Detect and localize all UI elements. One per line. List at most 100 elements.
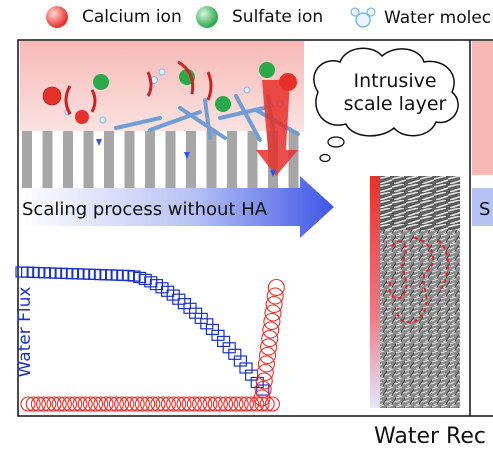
water-flux-chart: [15, 266, 285, 412]
scale-marker: [30, 396, 46, 412]
membrane-pore-wall: [186, 131, 196, 188]
scale-marker: [254, 380, 272, 399]
scale-marker: [160, 396, 176, 412]
scale-marker: [197, 396, 213, 412]
panel-frame: [17, 39, 471, 417]
membrane: [20, 131, 304, 188]
scale-marker: [155, 396, 171, 412]
scale-marker: [145, 396, 161, 412]
scale-marker: [124, 396, 140, 412]
scale-marker: [202, 396, 218, 412]
calcium-ion: [42, 86, 62, 106]
membrane-pore-wall: [83, 131, 94, 188]
feed-solution-region: [20, 41, 304, 131]
scale-marker: [56, 396, 72, 412]
membrane-pore-wall: [42, 131, 53, 188]
scale-marker: [129, 396, 145, 412]
scale-marker: [119, 396, 135, 412]
scale-marker: [262, 321, 280, 339]
scale-marker: [267, 278, 285, 297]
scale-marker: [108, 396, 124, 412]
sulfate-ion: [259, 62, 275, 78]
scale-marker: [67, 396, 83, 412]
process-arrow: [20, 176, 334, 238]
membrane-pore-wall: [63, 131, 73, 188]
y-axis-label: Water Flux: [15, 286, 35, 378]
scale-marker: [140, 396, 156, 412]
membrane-pore-wall: [247, 131, 258, 188]
scale-marker: [176, 396, 192, 412]
scale-marker: [249, 396, 265, 412]
membrane-pore-wall: [227, 131, 237, 188]
water-molecule: [99, 116, 107, 124]
attraction-arrows: [64, 60, 213, 115]
water-flux-marker: [256, 384, 270, 396]
scale-marker: [51, 396, 67, 412]
membrane-pore-wall: [145, 131, 155, 188]
scale-marker: [257, 355, 275, 373]
legend-sulfate-label: Sulfate ion: [232, 7, 324, 27]
scale-marker: [223, 396, 239, 412]
scale-marker: [186, 396, 202, 412]
calcium-ion-icon: [46, 6, 68, 28]
scale-marker: [93, 396, 109, 412]
scale-marker: [207, 396, 223, 412]
legend: Calcium ion Sulfate ion Water molec: [0, 0, 493, 34]
scale-marker: [181, 396, 197, 412]
thought-bubble-dot: [319, 153, 331, 163]
bubble-caption: Intrusive scale layer: [325, 70, 465, 116]
scale-marker: [114, 396, 130, 412]
membrane-pore-wall: [124, 131, 135, 188]
scale-marker: [244, 396, 260, 412]
scale-marker: [166, 396, 182, 412]
scale-marker: [218, 396, 234, 412]
membrane-pore-wall: [288, 131, 299, 188]
scale-marker: [212, 396, 228, 412]
membrane-pore-wall: [165, 131, 176, 188]
scale-marker: [264, 304, 282, 322]
scale-marker: [233, 396, 249, 412]
scale-marker: [265, 295, 283, 314]
scale-marker: [72, 396, 88, 412]
process-label-second-panel: S: [479, 199, 491, 220]
legend-sulfate: Sulfate ion: [196, 6, 323, 28]
thought-bubble-dot: [327, 136, 345, 148]
sulfate-ion-icon: [196, 6, 218, 28]
scale-depth-bar: [370, 176, 380, 408]
water-molecule: [158, 68, 166, 76]
scale-marker: [266, 287, 284, 305]
scale-marker: [192, 396, 208, 412]
scale-marker: [46, 396, 62, 412]
scale-marker: [171, 396, 187, 412]
legend-calcium-label: Calcium ion: [82, 7, 182, 27]
sulfate-ion: [215, 96, 231, 112]
permeate-arrows: [96, 139, 276, 177]
membrane-pore-wall: [104, 131, 114, 188]
legend-water-label: Water molec: [384, 8, 492, 28]
membrane-pore-wall: [206, 131, 217, 188]
thought-bubble: [313, 47, 459, 137]
scale-marker: [260, 338, 278, 356]
scale-marker: [41, 396, 57, 412]
scale-marker: [256, 363, 274, 382]
legend-calcium: Calcium ion: [46, 6, 182, 28]
water-molecule-icon: [350, 7, 376, 28]
legend-water: Water molec: [350, 6, 491, 30]
scale-marker: [88, 396, 104, 412]
water-molecule: [243, 86, 251, 94]
scale-marker: [25, 396, 41, 412]
scale-marker: [134, 396, 150, 412]
scale-marker: [258, 346, 277, 365]
scale-marker: [228, 396, 244, 412]
intrusion-outline: [388, 237, 449, 324]
scale-marker: [98, 396, 114, 412]
scale-marker: [20, 396, 36, 412]
sulfate-ion: [93, 74, 109, 90]
scale-marker: [62, 396, 78, 412]
scale-marker: [264, 396, 280, 412]
membrane-pore-wall: [22, 131, 32, 188]
process-label: Scaling process without HA: [22, 199, 268, 220]
intrusion-arrow: [256, 80, 298, 176]
scale-marker: [255, 372, 273, 390]
